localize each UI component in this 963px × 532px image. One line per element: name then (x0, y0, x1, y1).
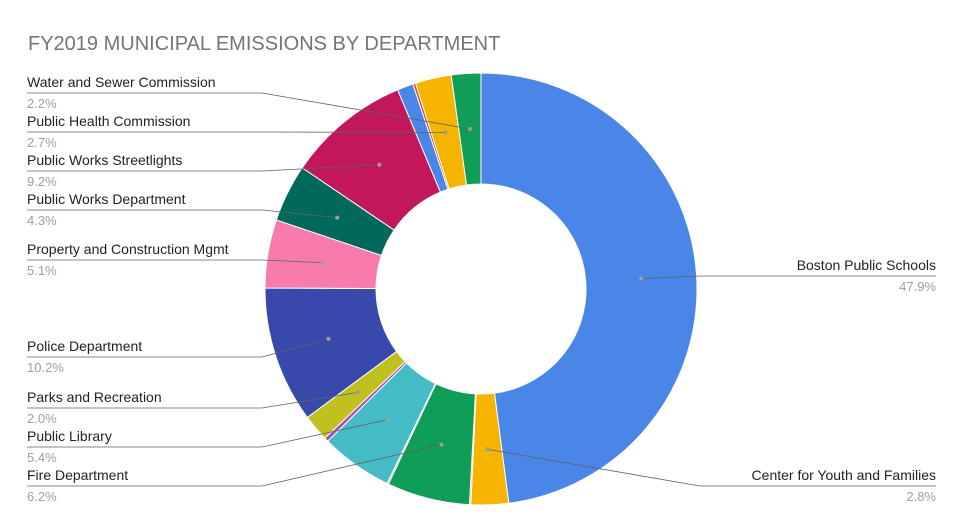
leader-line-center-for-youth-and-families (487, 448, 936, 487)
slice-label-boston-public-schools: Boston Public Schools (797, 257, 936, 273)
leader-line-fire-department (27, 444, 442, 487)
leader-dot-public-health-commission (443, 130, 448, 135)
leader-line-police-department (27, 338, 329, 358)
leader-dot-center-for-youth-and-families (485, 447, 490, 452)
leader-dot-public-works-streetlights (377, 162, 382, 167)
leader-line-boston-public-schools (641, 275, 936, 280)
slice-label-public-works-streetlights: Public Works Streetlights (27, 152, 182, 168)
leader-line-property-and-construction-mgmt (27, 259, 323, 264)
slice-label-public-library: Public Library (27, 428, 112, 444)
slice-label-public-health-commission: Public Health Commission (27, 113, 190, 129)
slice-percent-public-works-streetlights: 9.2% (27, 174, 57, 189)
slice-label-water-and-sewer-commission: Water and Sewer Commission (27, 74, 216, 90)
slice-label-parks-and-recreation: Parks and Recreation (27, 389, 162, 405)
leader-dot-boston-public-schools (639, 276, 644, 281)
slice-percent-property-and-construction-mgmt: 5.1% (27, 263, 57, 278)
leader-dot-police-department (326, 336, 331, 341)
slice-percent-public-health-commission: 2.7% (27, 135, 57, 150)
leader-dot-property-and-construction-mgmt (320, 260, 325, 265)
leader-line-water-and-sewer-commission (27, 92, 470, 130)
leader-dot-public-works-department (335, 215, 340, 220)
slice-group (264, 72, 698, 506)
slice-percent-fire-department: 6.2% (27, 489, 57, 504)
slice-label-center-for-youth-and-families: Center for Youth and Families (752, 467, 936, 483)
slice-label-police-department: Police Department (27, 338, 142, 354)
slice-percent-boston-public-schools: 47.9% (899, 279, 936, 294)
leader-line-public-works-department (27, 209, 338, 219)
slice-percent-police-department: 10.2% (27, 360, 64, 375)
leader-dot-water-and-sewer-commission (467, 126, 472, 131)
annotation-group: Boston Public Schools 47.9% Center for You… (27, 74, 936, 504)
slice-boston-public-schools[interactable] (480, 72, 698, 504)
slice-label-property-and-construction-mgmt: Property and Construction Mgmt (27, 241, 229, 257)
slice-percent-water-and-sewer-commission: 2.2% (27, 96, 57, 111)
leader-line-public-works-streetlights (27, 164, 380, 172)
slice-water-and-sewer-commission[interactable] (450, 72, 482, 186)
slice-label-public-works-department: Public Works Department (27, 191, 186, 207)
slice-label-fire-department: Fire Department (27, 467, 128, 483)
slice-percent-center-for-youth-and-families: 2.8% (906, 489, 936, 504)
leader-dot-fire-department (439, 442, 444, 447)
leader-line-parks-and-recreation (27, 391, 359, 409)
chart-title: FY2019 MUNICIPAL EMISSIONS BY DEPARTMENT (28, 33, 500, 55)
leader-line-public-library (27, 419, 388, 448)
slice-percent-public-works-department: 4.3% (27, 213, 57, 228)
leader-dot-parks-and-recreation (356, 390, 361, 395)
slice-percent-parks-and-recreation: 2.0% (27, 411, 57, 426)
slice-percent-public-library: 5.4% (27, 450, 57, 465)
leader-dot-public-library (385, 417, 390, 422)
